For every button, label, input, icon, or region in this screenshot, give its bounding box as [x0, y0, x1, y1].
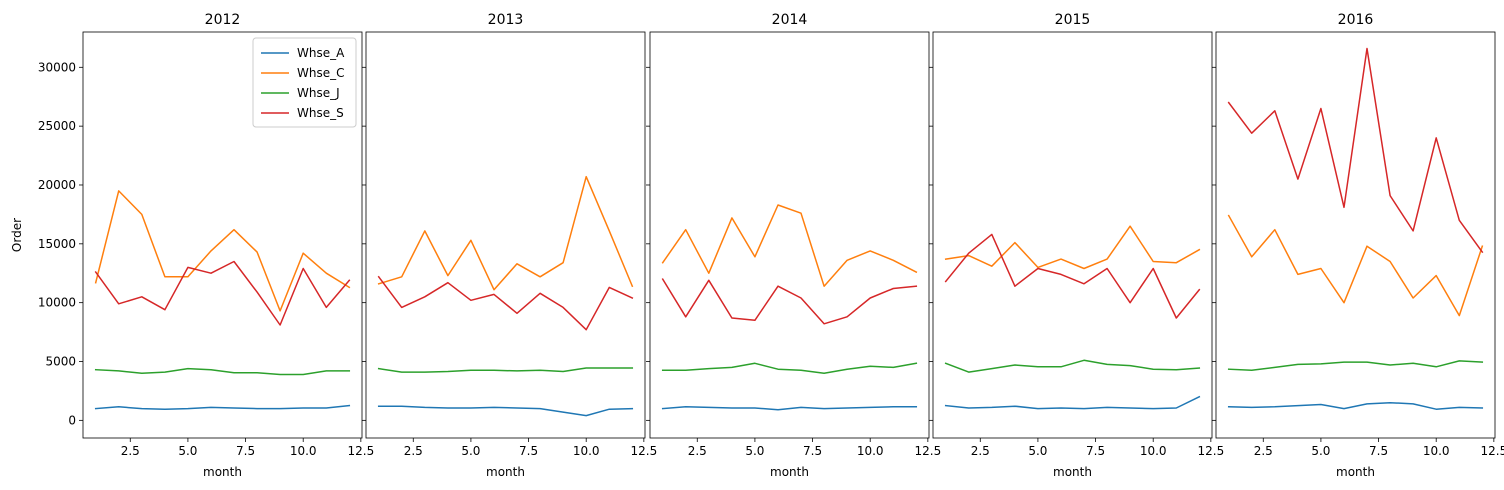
panel-title: 2016	[1338, 12, 1374, 28]
series-line-Whse_A	[661, 406, 918, 411]
x-tick-label: 10.0	[1423, 444, 1450, 458]
axes-frame	[932, 31, 1213, 439]
x-tick-label: 5.0	[178, 444, 197, 458]
x-tick-label: 7.5	[236, 444, 255, 458]
series-line-Whse_J	[661, 362, 918, 375]
series-line-Whse_C	[661, 204, 918, 287]
series-line-Whse_S	[1227, 47, 1484, 254]
panel-2013: 2013 2.5 5.0 7.5 10.0 12.5 month	[362, 12, 657, 479]
series-line-Whse_A	[1227, 401, 1484, 410]
x-tick-label: 2.5	[971, 444, 990, 458]
x-axis-label: month	[203, 465, 242, 479]
x-tick-label: 5.0	[745, 444, 764, 458]
axes-frame	[365, 31, 646, 439]
axes-frame	[649, 31, 930, 439]
legend-label-Whse_S: Whse_S	[297, 106, 344, 120]
series-line-Whse_S	[377, 275, 634, 331]
panel-2015: 2015 2.5 5.0 7.5 10.0 12.5 month	[929, 12, 1224, 479]
x-axis-label: month	[486, 465, 525, 479]
legend-label-Whse_C: Whse_C	[297, 66, 344, 80]
y-tick-label: 0	[68, 413, 76, 427]
axes-frame	[1215, 31, 1496, 439]
series-line-Whse_C	[94, 190, 351, 312]
x-tick-label: 7.5	[1086, 444, 1105, 458]
series-line-Whse_A	[377, 405, 634, 417]
x-tick-label: 2.5	[1254, 444, 1273, 458]
x-tick-label: 2.5	[688, 444, 707, 458]
x-tick-label: 10.0	[573, 444, 600, 458]
x-tick-label: 12.5	[1197, 444, 1224, 458]
x-tick-label: 12.5	[1480, 444, 1504, 458]
panel-2012: 2012 2.5 5.0 7.5 10.0 12.5 0 5000 10000 15000 2000…	[10, 12, 374, 479]
panel-title: 2014	[772, 12, 808, 28]
series-line-Whse_C	[377, 175, 634, 291]
x-tick-label: 5.0	[461, 444, 480, 458]
series-line-Whse_J	[1227, 360, 1484, 372]
series-line-Whse_J	[944, 359, 1201, 373]
panel-title: 2012	[205, 12, 241, 28]
x-axis-label: month	[770, 465, 809, 479]
legend-label-Whse_J: Whse_J	[297, 86, 340, 100]
y-tick-label: 30000	[38, 60, 76, 74]
legend: Whse_A Whse_C Whse_J Whse_S	[252, 37, 357, 128]
x-tick-label: 7.5	[519, 444, 538, 458]
x-tick-label: 12.5	[347, 444, 374, 458]
series-line-Whse_C	[944, 225, 1201, 270]
x-tick-label: 10.0	[857, 444, 884, 458]
x-tick-label: 2.5	[404, 444, 423, 458]
y-tick-label: 10000	[38, 296, 76, 310]
x-axis-label: month	[1053, 465, 1092, 479]
x-tick-label: 7.5	[1369, 444, 1388, 458]
x-tick-label: 12.5	[914, 444, 941, 458]
panel-2014: 2014 2.5 5.0 7.5 10.0 12.5 month	[646, 12, 941, 479]
x-tick-label: 5.0	[1028, 444, 1047, 458]
x-tick-label: 5.0	[1311, 444, 1330, 458]
x-tick-label: 10.0	[1140, 444, 1167, 458]
y-axis-label: Order	[10, 218, 24, 252]
legend-label-Whse_A: Whse_A	[297, 46, 345, 60]
panel-2016: 2016 2.5 5.0 7.5 10.0 12.5 month	[1212, 12, 1504, 479]
series-line-Whse_J	[94, 367, 351, 376]
y-tick-label: 5000	[45, 355, 76, 369]
panel-title: 2013	[488, 12, 524, 28]
x-tick-label: 7.5	[803, 444, 822, 458]
series-line-Whse_S	[94, 260, 351, 326]
x-tick-label: 12.5	[630, 444, 657, 458]
x-axis-label: month	[1336, 465, 1375, 479]
series-line-Whse_S	[661, 278, 918, 325]
series-line-Whse_A	[944, 395, 1201, 410]
y-tick-label: 20000	[38, 178, 76, 192]
x-tick-label: 2.5	[121, 444, 140, 458]
y-tick-label: 25000	[38, 119, 76, 133]
series-line-Whse_C	[1227, 214, 1484, 317]
series-line-Whse_J	[377, 367, 634, 373]
panel-title: 2015	[1055, 12, 1091, 28]
series-line-Whse_S	[944, 233, 1201, 319]
series-line-Whse_A	[94, 404, 351, 410]
legend-box	[252, 37, 357, 128]
x-tick-label: 10.0	[290, 444, 317, 458]
y-tick-label: 15000	[38, 237, 76, 251]
